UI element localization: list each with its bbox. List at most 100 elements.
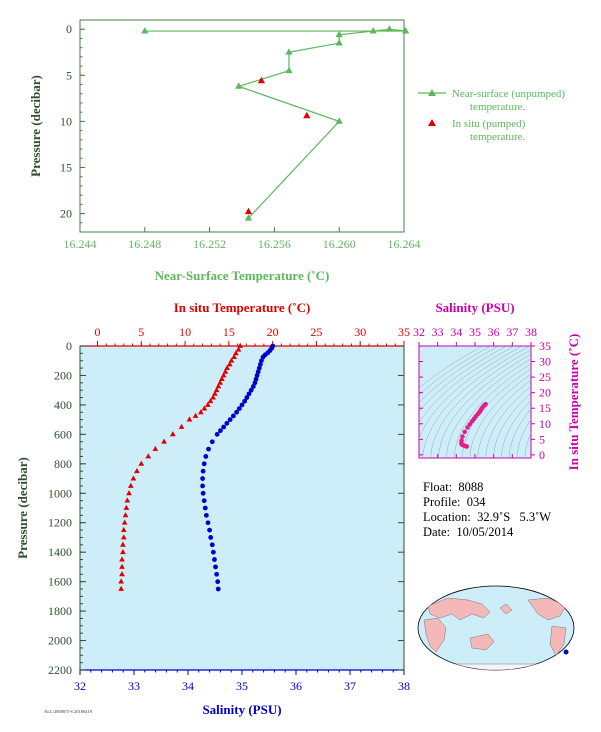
temperature-point (138, 460, 145, 466)
unpumped-temperature-point (335, 30, 343, 38)
temperature-tick-label: 30 (354, 325, 366, 339)
temperature-point (197, 409, 204, 415)
near-surface-x-tick-label: 16.252 (193, 237, 226, 251)
temperature-point (121, 519, 128, 525)
near-surface-x-axis-label: Near-Surface Temperature (˚C) (155, 268, 330, 283)
profile-top-axis-label: In situ Temperature (˚C) (174, 300, 311, 315)
near-surface-y-tick-label: 15 (60, 160, 72, 174)
unpumped-temperature-point (285, 48, 293, 55)
unpumped-temperature-point (244, 214, 253, 221)
salinity-tick-label: 33 (128, 679, 140, 693)
unpumped-temperature-point (402, 27, 410, 34)
ts-salinity-tick-label: 34 (450, 325, 462, 339)
temperature-point (232, 350, 239, 356)
salinity-point (256, 365, 262, 371)
temperature-point (120, 541, 126, 547)
salinity-point (253, 376, 259, 382)
near-surface-x-tick-label: 16.264 (388, 237, 421, 251)
ts-density-contour (430, 349, 531, 458)
salinity-point (209, 542, 215, 548)
salinity-point (212, 557, 217, 562)
float-location: Location: 32.9˚S 5.3˚W (423, 510, 552, 524)
temperature-point (178, 423, 185, 429)
map-land-eurasia (427, 597, 491, 621)
ts-point (460, 434, 465, 439)
salinity-point (207, 527, 213, 533)
near-surface-x-tick-label: 16.256 (258, 237, 291, 251)
temperature-point (127, 482, 134, 488)
temperature-point (211, 390, 218, 396)
salinity-point (203, 512, 209, 518)
map-land-africa (423, 617, 447, 653)
temperature-point (169, 431, 176, 437)
ts-salinity-tick-label: 35 (469, 325, 481, 339)
salinity-point (201, 461, 207, 467)
float-info: Float: 8088 Profile: 034 Location: 32.9˚… (423, 480, 551, 540)
ts-density-contour (422, 346, 531, 458)
salinity-point (259, 358, 264, 364)
ts-temperature-tick-label: 35 (539, 339, 551, 353)
profile-y-tick-label: 1000 (48, 486, 72, 500)
ts-density-contour (477, 379, 531, 458)
map-land-islands (499, 603, 513, 615)
ts-temperature-tick-label: 25 (539, 370, 551, 384)
salinity-point (215, 586, 221, 592)
unpumped-temperature-point (285, 66, 293, 74)
ts-density-contour (438, 353, 531, 458)
salinity-tick-label: 36 (290, 679, 302, 693)
salinity-point (224, 420, 230, 426)
salinity-point (246, 391, 252, 397)
profile-chart: 0200400600800100012001400160018002000220… (15, 300, 410, 717)
temperature-point (119, 563, 125, 569)
temperature-point (224, 364, 230, 371)
temperature-point (222, 368, 229, 374)
ts-salinity-tick-label: 32 (413, 325, 425, 339)
profile-number: Profile: 034 (423, 495, 486, 509)
salinity-point (208, 535, 214, 540)
map-land-south-america (549, 625, 567, 657)
temperature-point (218, 375, 225, 382)
salinity-point (221, 424, 227, 430)
ts-density-contour (419, 346, 484, 389)
salinity-point (257, 362, 263, 367)
temperature-point (120, 534, 127, 540)
temperature-point (145, 453, 152, 459)
temperature-tick-label: 25 (310, 325, 322, 339)
unpumped-temperature-point (335, 117, 343, 124)
temperature-point (210, 394, 216, 400)
temperature-point (123, 504, 130, 510)
ts-density-contour (419, 346, 523, 440)
ts-point (465, 425, 470, 430)
unpumped-temperature-point (141, 27, 149, 34)
near-surface-plot-area (79, 19, 405, 233)
salinity-point (248, 387, 254, 393)
ts-salinity-tick-label: 36 (488, 325, 500, 339)
near-surface-y-tick-label: 0 (66, 22, 72, 36)
temperature-tick-label: 0 (95, 325, 101, 339)
temperature-point (228, 357, 235, 363)
map-land-antarctica (445, 663, 547, 670)
profile-date: Date: 10/05/2014 (423, 525, 514, 539)
map-float-location-marker (563, 649, 569, 655)
temperature-series (118, 342, 244, 591)
salinity-series (200, 343, 276, 592)
salinity-point (230, 413, 236, 419)
temperature-point (119, 556, 125, 562)
temperature-point (134, 467, 140, 474)
temperature-point (120, 526, 127, 533)
profile-y-tick-label: 600 (54, 427, 72, 441)
float-id: Float: 8088 (423, 480, 484, 494)
salinity-point (239, 402, 245, 408)
salinity-point (215, 579, 221, 585)
near-surface-x-tick-label: 16.244 (64, 237, 97, 251)
temperature-point (215, 383, 222, 389)
salinity-point (206, 446, 211, 452)
profile-y-tick-label: 1600 (48, 575, 72, 589)
near-surface-y-tick-label: 20 (60, 207, 72, 221)
temperature-point (226, 361, 233, 367)
salinity-point (203, 454, 209, 459)
temperature-point (192, 412, 199, 418)
ts-density-contour (419, 346, 492, 396)
near-surface-y-ticks: 0 5 10 15 20 (60, 22, 85, 224)
